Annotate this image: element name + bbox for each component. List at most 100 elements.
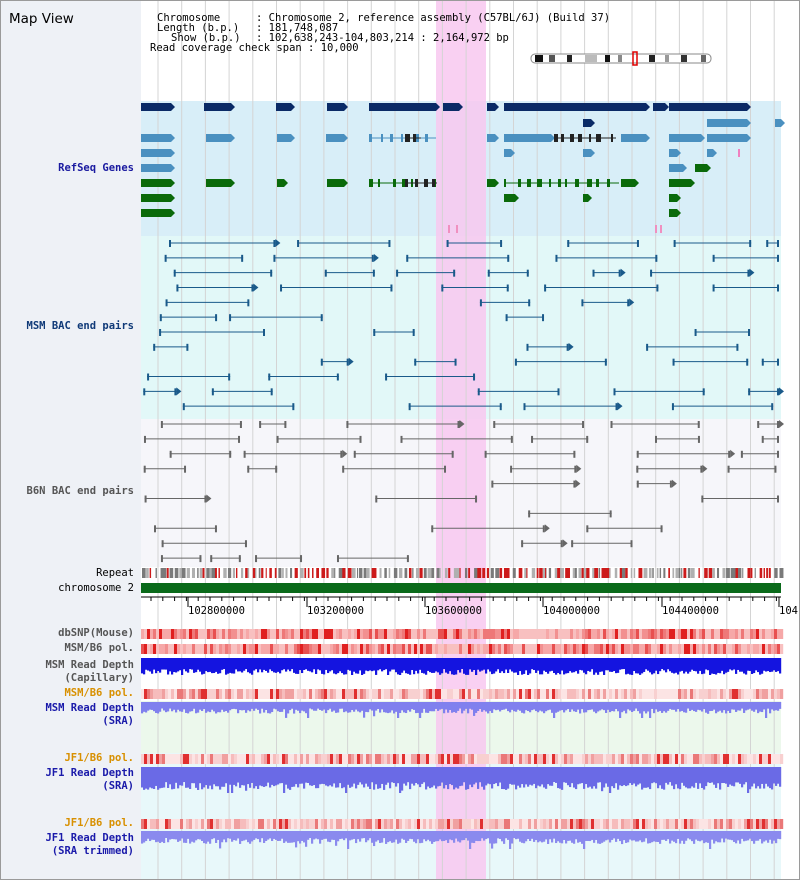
depth-bar — [143, 702, 146, 712]
depth-bar — [269, 658, 272, 670]
heat-cell — [711, 754, 715, 764]
bac-end — [542, 314, 545, 322]
depth-bar — [523, 767, 526, 788]
gene-exon — [369, 103, 436, 111]
heat-cell — [201, 689, 205, 699]
depth-bar — [387, 702, 390, 714]
depth-bar — [383, 702, 386, 713]
depth-bar — [621, 831, 624, 845]
repeat-element — [408, 568, 412, 578]
bac-end — [700, 465, 703, 473]
depth-bar — [505, 831, 508, 839]
heat-cell — [321, 754, 325, 764]
heat-cell — [510, 629, 514, 639]
heat-cell — [315, 689, 319, 699]
depth-bar — [535, 831, 538, 841]
heat-cell — [405, 819, 409, 829]
heat-cell — [282, 644, 286, 654]
depth-bar — [741, 767, 744, 788]
bac-end — [199, 555, 202, 563]
heat-cell — [714, 819, 718, 829]
depth-bar — [171, 831, 174, 839]
depth-bar — [399, 702, 402, 714]
depth-bar — [329, 702, 332, 709]
heat-cell — [501, 689, 505, 699]
heat-cell — [660, 644, 664, 654]
heat-cell — [534, 819, 538, 829]
heat-cell — [165, 819, 169, 829]
heat-cell — [225, 644, 229, 654]
depth-bar — [679, 658, 682, 672]
depth-bar — [623, 831, 626, 841]
depth-bar — [771, 767, 774, 790]
depth-bar — [685, 767, 688, 788]
depth-bar — [331, 658, 334, 671]
depth-bar — [637, 702, 640, 712]
depth-bar — [229, 702, 232, 711]
gene-exon — [378, 179, 380, 187]
position-axis: 102800000 103200000 103600000 104000000 1044… — [141, 596, 798, 617]
depth-bar — [185, 658, 188, 672]
depth-bar — [219, 658, 222, 674]
depth-bar — [549, 702, 552, 710]
heat-cell — [495, 644, 499, 654]
depth-bar — [693, 767, 696, 788]
depth-bar — [615, 831, 618, 842]
depth-bar — [743, 767, 746, 785]
gene-arrow — [683, 164, 687, 172]
depth-bar — [337, 658, 340, 674]
depth-bar — [537, 658, 540, 671]
depth-bar — [721, 831, 724, 839]
gene-exon — [206, 134, 231, 142]
depth-bar — [349, 831, 352, 841]
depth-bar — [621, 767, 624, 787]
depth-bar — [295, 767, 298, 785]
depth-bar — [275, 702, 278, 710]
bac-end — [499, 403, 502, 411]
depth-bar — [651, 658, 654, 675]
bac-end — [777, 254, 779, 262]
heat-cell — [282, 819, 286, 829]
gene-arrow — [677, 194, 681, 202]
heat-cell — [387, 629, 391, 639]
heat-cell — [576, 644, 580, 654]
heat-cell — [522, 754, 526, 764]
heat-cell — [249, 644, 253, 654]
depth-bar — [395, 831, 398, 840]
depth-bar — [195, 658, 198, 673]
depth-bar — [745, 658, 748, 675]
depth-bar — [401, 702, 404, 711]
heat-cell — [363, 629, 367, 639]
bac-arrow — [620, 268, 626, 277]
depth-bar — [559, 658, 562, 675]
heat-cell — [288, 819, 292, 829]
bac-end — [160, 421, 163, 428]
depth-bar — [273, 658, 276, 673]
depth-bar — [591, 831, 594, 840]
heat-cell — [534, 644, 538, 654]
depth-bar — [497, 831, 500, 839]
depth-bar — [387, 767, 390, 783]
depth-bar — [431, 658, 434, 673]
depth-bar — [141, 831, 144, 844]
heat-cell — [618, 644, 622, 654]
heat-cell — [393, 644, 397, 654]
bac-end — [506, 284, 509, 292]
heat-cell — [735, 689, 739, 699]
heat-cell — [159, 629, 163, 639]
depth-bar — [347, 658, 350, 670]
depth-bar — [151, 831, 154, 840]
heat-cell — [624, 629, 628, 639]
depth-bar — [683, 658, 686, 674]
heat-cell — [708, 629, 712, 639]
bac-end — [528, 299, 531, 307]
depth-bar — [675, 702, 678, 712]
bac-end — [573, 480, 576, 488]
heat-cell — [267, 754, 271, 764]
depth-bar — [425, 831, 428, 842]
heat-cell — [375, 689, 379, 699]
depth-bar — [473, 767, 476, 785]
depth-bar — [449, 658, 452, 672]
depth-bar — [655, 767, 658, 784]
